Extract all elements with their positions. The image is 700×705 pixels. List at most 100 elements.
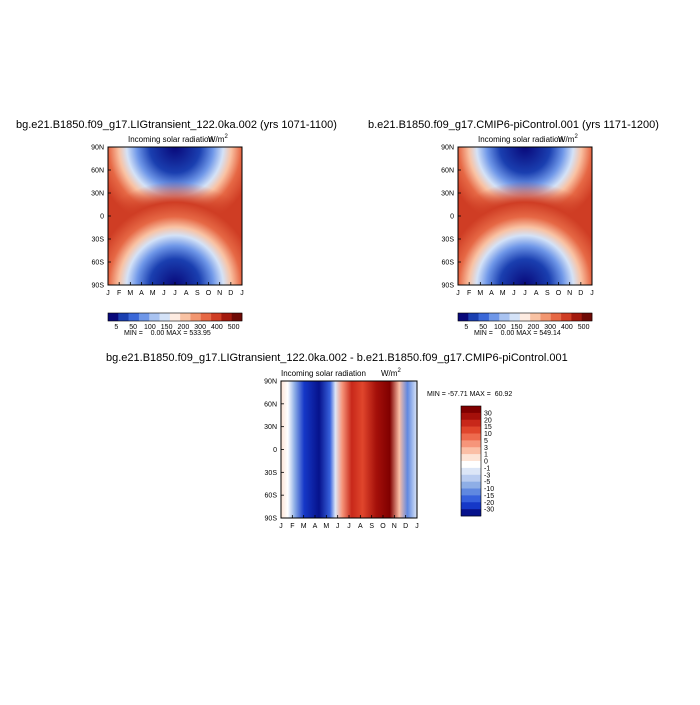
colorbar-swatch [169,313,181,321]
units-label: W/m [381,369,398,378]
colorbar-label: 200 [178,324,190,331]
y-tick-label: 30S [265,470,278,477]
units-superscript: 2 [397,368,401,374]
x-tick-label: N [567,290,572,297]
min-max-label: MIN = -57.71 MAX = 60.92 [427,391,512,398]
min-max-label: MIN = 0.00 MAX = 533.95 [124,330,211,337]
x-tick-label: S [195,290,200,297]
y-tick-label: 60N [91,168,104,175]
colorbar-label: -1 [484,465,490,472]
colorbar-swatch [530,313,541,321]
colorbar-label: 400 [561,324,573,331]
x-tick-label: J [240,290,244,297]
x-tick-label: J [279,523,283,530]
y-tick-label: 0 [100,214,104,221]
colorbar-label: -10 [484,486,494,493]
y-tick-label: 90N [441,145,454,152]
y-tick-label: 0 [273,447,277,454]
colorbar-swatch [180,313,191,321]
colorbar-swatch [461,412,481,421]
panel-title: b.e21.B1850.f09_g17.CMIP6-piControl.001 … [368,119,659,131]
y-tick-label: 60N [264,401,277,408]
colorbar-label: -15 [484,493,494,500]
colorbar-label: 15 [484,424,492,431]
plot-area [280,380,418,519]
colorbar-swatch [461,474,481,482]
colorbar-label: 50 [479,324,487,331]
colorbar-swatch [488,313,500,321]
colorbar: 5 50 100 150 200 300 400 500 [107,312,243,331]
x-tick-label: S [545,290,550,297]
colorbar-swatch [581,313,593,321]
colorbar-swatch [461,481,481,489]
plot-background [281,381,417,518]
plot-shading-south [108,147,242,285]
colorbar-label: 3 [484,445,488,452]
x-tick-label: O [206,290,212,297]
units-label: W/m [558,135,575,144]
y-tick-label: 30N [264,424,277,431]
colorbar-swatch [108,313,119,321]
panel-subtitle: Incoming solar radiation [281,369,366,378]
x-tick-label: A [489,290,494,297]
colorbar-label: 150 [511,324,523,331]
colorbar-swatch [461,419,481,427]
x-tick-label: J [590,290,594,297]
solar-panel-lig: bg.e21.B1850.f09_g17.LIGtransient_122.0k… [16,119,337,337]
panel-subtitle: Incoming solar radiation [128,135,213,144]
colorbar-swatch [468,313,479,321]
colorbar-swatch [561,313,572,321]
colorbar-label: 100 [144,324,156,331]
colorbar-swatch [159,313,171,321]
units-superscript: 2 [574,134,578,140]
x-tick-label: J [456,290,460,297]
x-tick-label: N [392,523,397,530]
x-tick-label: M [500,290,506,297]
y-axis: 90N 60N 30N 0 30S 60S 90S [264,379,284,523]
colorbar-label: 20 [484,417,492,424]
colorbar-swatch [540,313,552,321]
panel-title: bg.e21.B1850.f09_g17.LIGtransient_122.0k… [106,352,568,364]
colorbar-label: 0 [484,459,488,466]
x-tick-label: F [117,290,121,297]
x-tick-label: J [106,290,110,297]
colorbar-swatch [221,313,232,321]
colorbar-label: 5 [484,438,488,445]
x-tick-label: S [369,523,374,530]
colorbar-label: 10 [484,431,492,438]
x-tick-label: F [290,523,294,530]
colorbar-swatch [478,313,490,321]
colorbar-swatch [509,313,521,321]
colorbar-swatch [231,313,243,321]
colorbar-swatch [571,313,582,321]
x-tick-label: J [173,290,177,297]
colorbar-label: 300 [544,324,556,331]
colorbar-swatch [461,502,481,510]
y-tick-label: 30N [441,191,454,198]
colorbar-swatch [461,509,481,517]
y-axis: 90N 60N 30N 0 30S 60S 90S [91,145,111,290]
x-tick-label: D [403,523,408,530]
colorbar-swatch [461,461,481,469]
x-tick-label: J [512,290,516,297]
colorbar-label: -3 [484,472,490,479]
y-tick-label: 30S [442,237,455,244]
colorbar-frame [107,312,243,322]
panel-units: W/m2 [558,134,578,144]
y-tick-label: 30S [92,237,105,244]
colorbar-label: 1 [484,452,488,459]
colorbar-swatch [461,440,481,448]
colorbar-swatch [461,467,481,476]
y-axis: 90N 60N 30N 0 30S 60S 90S [441,145,461,290]
colorbar: 5 50 100 150 200 300 400 500 [457,312,593,331]
y-tick-label: 90S [265,516,278,523]
x-tick-label: J [523,290,527,297]
x-tick-label: D [228,290,233,297]
x-tick-label: J [162,290,166,297]
colorbar-swatch [190,313,202,321]
colorbar-swatch [461,488,481,496]
